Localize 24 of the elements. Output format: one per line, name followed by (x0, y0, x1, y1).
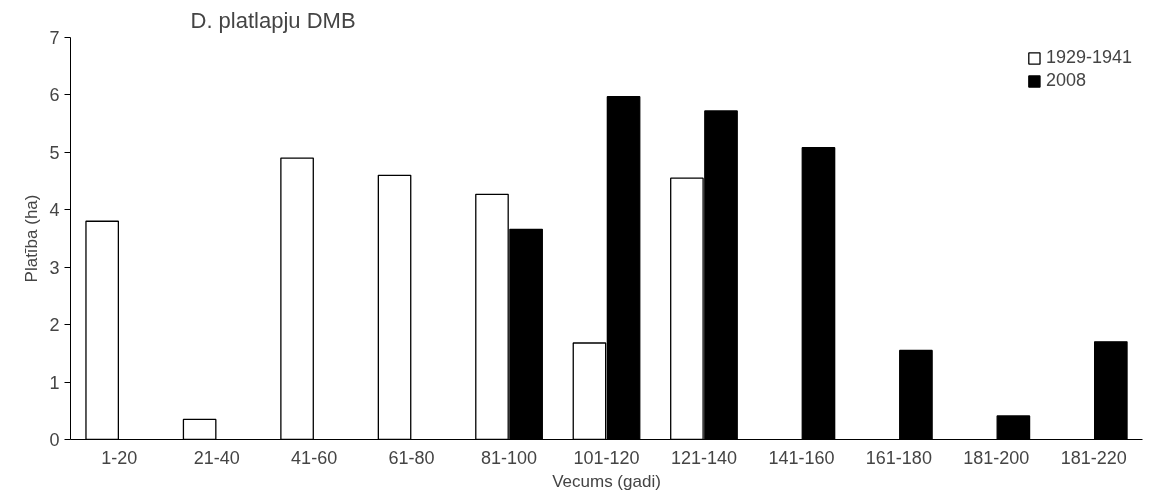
x-tick-label: 1-20 (101, 447, 138, 468)
x-tick-label: 41-60 (291, 447, 338, 468)
y-axis-title: Platība (ha) (22, 194, 42, 283)
x-tick-label: 181-220 (1060, 447, 1127, 468)
x-tick-label: 81-100 (481, 447, 538, 468)
y-tick-label: 4 (49, 200, 60, 221)
x-tick-label: 101-120 (573, 447, 640, 468)
y-tick-label: 1 (49, 372, 60, 393)
y-tick-label: 3 (49, 257, 60, 278)
x-tick-label: 121-140 (670, 447, 737, 468)
y-tick-label: 5 (49, 142, 60, 163)
y-tick-label: 2 (49, 315, 60, 336)
x-tick-label: 181-200 (963, 447, 1030, 468)
x-axis-title: Vecums (gadi) (552, 471, 661, 491)
x-tick-label: 21-40 (193, 447, 240, 468)
legend-label: 1929-1941 (1045, 47, 1132, 68)
x-tick-label: 161-180 (865, 447, 932, 468)
y-tick-label: 7 (49, 28, 60, 48)
chart-title: D. platlapju DMB (190, 7, 356, 33)
legend-label: 2008 (1045, 70, 1086, 91)
x-tick-label: 61-80 (388, 447, 435, 468)
y-tick-label: 0 (49, 430, 60, 450)
x-tick-label: 141-160 (768, 447, 835, 468)
y-tick-label: 6 (49, 85, 60, 106)
